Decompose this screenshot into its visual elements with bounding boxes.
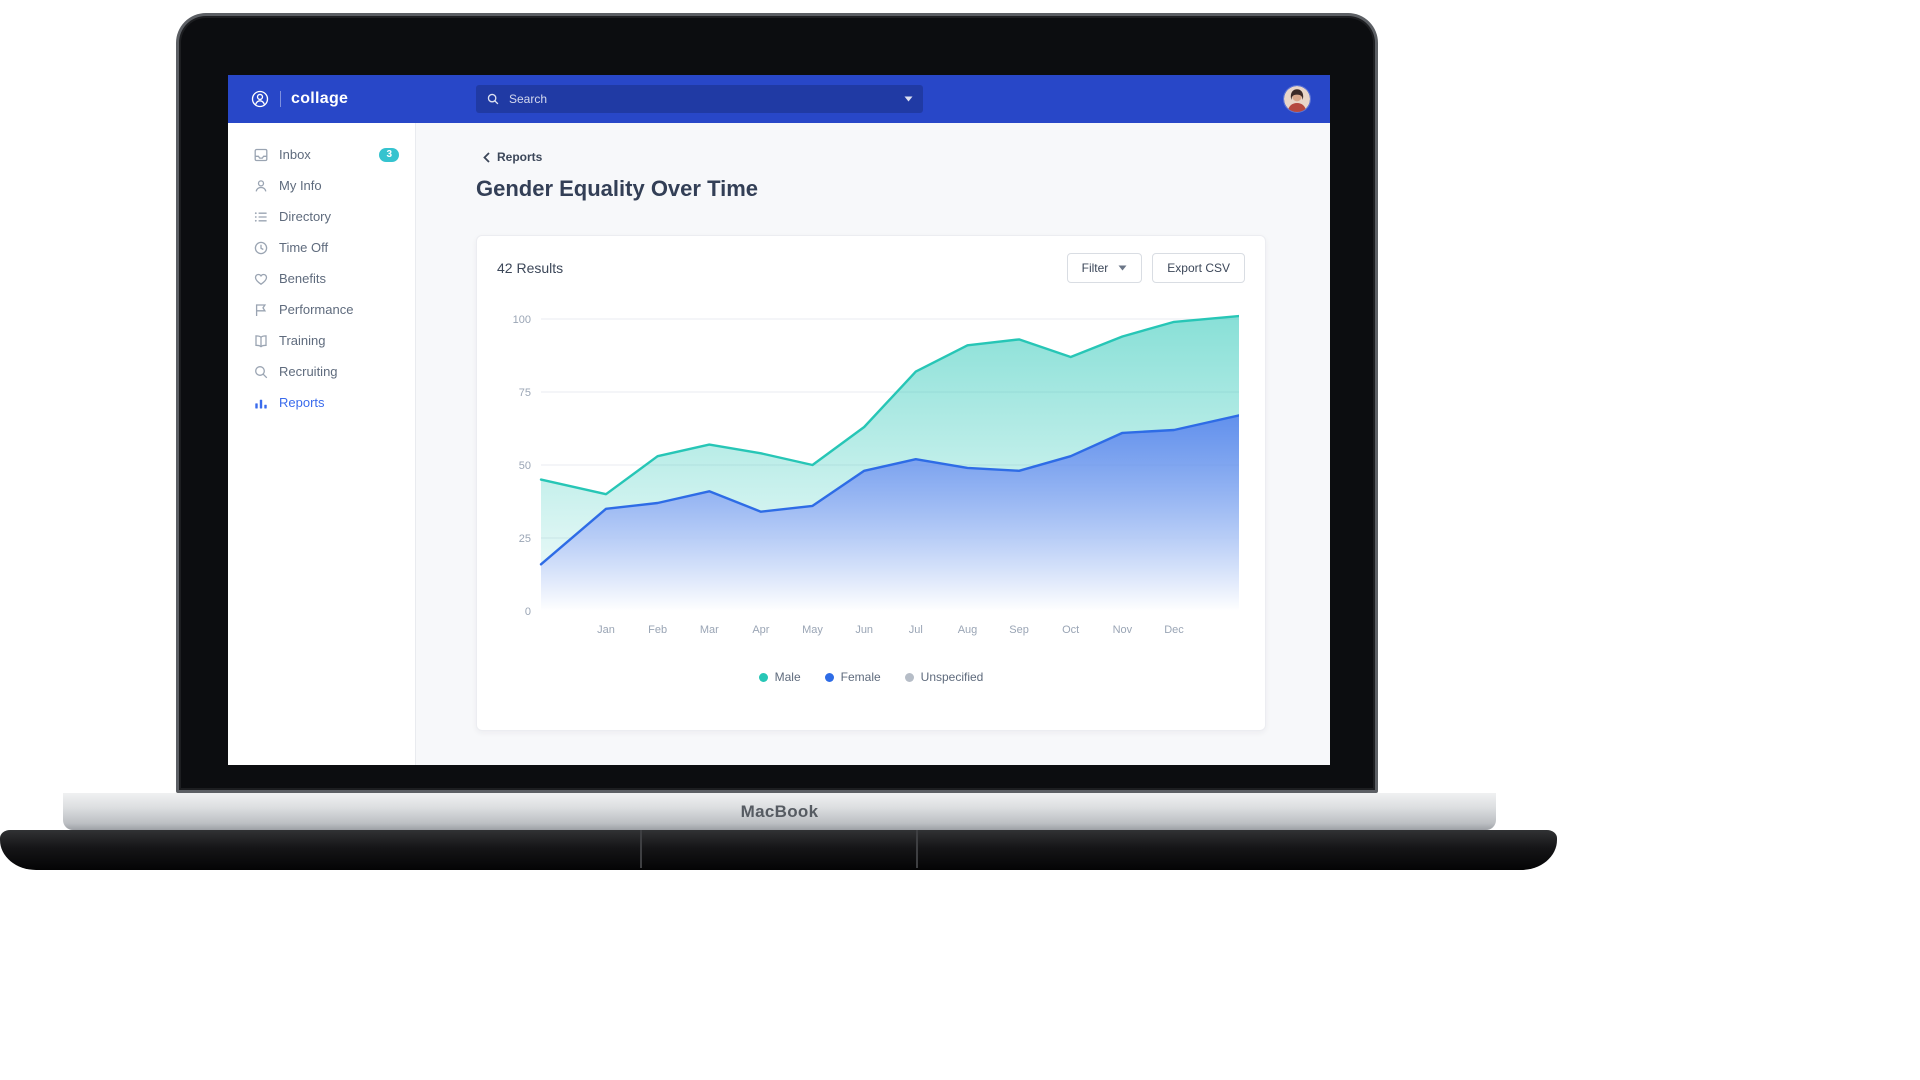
legend-dot-icon bbox=[904, 672, 914, 682]
y-tick-label: 100 bbox=[513, 314, 531, 326]
laptop-seam-left bbox=[640, 830, 642, 868]
y-tick-label: 50 bbox=[519, 460, 531, 472]
y-tick-label: 0 bbox=[525, 606, 531, 618]
x-tick-label: Jul bbox=[909, 624, 923, 636]
brand[interactable]: collage bbox=[228, 89, 348, 109]
filter-button[interactable]: Filter bbox=[1066, 253, 1143, 283]
sidebar-item-label: Recruiting bbox=[279, 364, 338, 379]
legend-dot-icon bbox=[758, 672, 768, 682]
heart-icon bbox=[253, 271, 269, 287]
search-dropdown-caret-icon[interactable] bbox=[904, 96, 913, 102]
export-csv-button-label: Export CSV bbox=[1167, 261, 1230, 275]
sidebar: Inbox 3 My Info Directory Time Off Benefits Pe… bbox=[228, 123, 416, 765]
sidebar-item-label: My Info bbox=[279, 178, 322, 193]
chart-icon bbox=[253, 395, 269, 411]
sidebar-item-label: Directory bbox=[279, 209, 332, 224]
sidebar-item-time-off[interactable]: Time Off bbox=[228, 232, 415, 263]
sidebar-item-label: Inbox bbox=[279, 147, 311, 162]
inbox-count-badge: 3 bbox=[379, 147, 399, 162]
card-actions: Filter Export CSV bbox=[1066, 253, 1245, 283]
laptop-underside bbox=[0, 830, 1557, 870]
legend-label: Female bbox=[840, 670, 881, 684]
flag-icon bbox=[253, 302, 269, 318]
report-card: 42 Results Filter Export CSV 0 25 50 75 100 J… bbox=[476, 235, 1266, 731]
app-screen: collage Search Inbox 3 My Info Directory Ti bbox=[228, 75, 1330, 765]
x-tick-label: Apr bbox=[752, 624, 769, 636]
breadcrumb-back-reports[interactable]: Reports bbox=[483, 150, 542, 164]
list-icon bbox=[253, 209, 269, 225]
y-tick-label: 25 bbox=[519, 533, 531, 545]
chart-svg: 0 25 50 75 100 Jan Feb Mar Apr May Jun Jul Aug Sep Oct… bbox=[513, 314, 1241, 636]
sidebar-item-label: Time Off bbox=[279, 240, 329, 255]
female-area bbox=[541, 415, 1239, 611]
y-tick-label: 75 bbox=[519, 387, 531, 399]
sidebar-item-performance[interactable]: Performance bbox=[228, 294, 415, 325]
laptop-base: MacBook bbox=[63, 793, 1496, 830]
sidebar-item-recruiting[interactable]: Recruiting bbox=[228, 356, 415, 387]
sidebar-item-directory[interactable]: Directory bbox=[228, 201, 415, 232]
card-header: 42 Results Filter Export CSV bbox=[477, 236, 1265, 300]
sidebar-item-label: Training bbox=[279, 333, 326, 348]
x-tick-label: Nov bbox=[1113, 624, 1133, 636]
breadcrumb-label: Reports bbox=[497, 150, 543, 164]
user-icon bbox=[253, 178, 269, 194]
book-icon bbox=[253, 333, 269, 349]
legend-dot-icon bbox=[824, 672, 834, 682]
x-tick-label: Oct bbox=[1062, 624, 1079, 636]
search-icon bbox=[253, 364, 269, 380]
x-tick-label: Jan bbox=[597, 624, 615, 636]
device-label: MacBook bbox=[740, 801, 819, 821]
x-tick-label: Sep bbox=[1009, 624, 1029, 636]
female-line bbox=[539, 414, 1241, 566]
x-tick-label: May bbox=[802, 624, 823, 636]
sidebar-item-reports[interactable]: Reports bbox=[228, 387, 415, 418]
export-csv-button[interactable]: Export CSV bbox=[1152, 253, 1245, 283]
legend-item-male: Male bbox=[758, 670, 801, 684]
sidebar-item-label: Benefits bbox=[279, 271, 326, 286]
clock-icon bbox=[253, 240, 269, 256]
search-icon bbox=[486, 92, 500, 106]
x-tick-label: Mar bbox=[700, 624, 719, 636]
chevron-left-icon bbox=[483, 151, 490, 163]
brand-name: collage bbox=[291, 90, 349, 107]
x-tick-label: Dec bbox=[1164, 624, 1184, 636]
x-tick-label: Jun bbox=[855, 624, 873, 636]
collage-logo-icon bbox=[250, 89, 270, 109]
sidebar-item-benefits[interactable]: Benefits bbox=[228, 263, 415, 294]
filter-button-label: Filter bbox=[1081, 261, 1109, 275]
page-title: Gender Equality Over Time bbox=[476, 176, 759, 201]
chevron-down-icon bbox=[1118, 265, 1127, 271]
x-tick-label: Feb bbox=[648, 624, 667, 636]
inbox-icon bbox=[253, 147, 269, 163]
user-avatar[interactable] bbox=[1284, 86, 1310, 112]
brand-divider bbox=[280, 91, 281, 107]
results-count: 42 Results bbox=[497, 260, 564, 276]
sidebar-item-my-info[interactable]: My Info bbox=[228, 170, 415, 201]
sidebar-item-inbox[interactable]: Inbox 3 bbox=[228, 139, 415, 170]
male-line bbox=[539, 314, 1241, 496]
laptop-seam-right bbox=[916, 830, 918, 868]
male-area bbox=[541, 316, 1239, 565]
app-header: collage Search bbox=[228, 75, 1330, 123]
main-content: Reports Gender Equality Over Time 42 Res… bbox=[416, 123, 1330, 765]
sidebar-nav: Inbox 3 My Info Directory Time Off Benefits Pe… bbox=[228, 139, 415, 418]
gender-equality-chart: 0 25 50 75 100 Jan Feb Mar Apr May Jun Jul Aug Sep Oct… bbox=[479, 307, 1241, 647]
legend-item-female: Female bbox=[824, 670, 881, 684]
legend-item-unspecified: Unspecified bbox=[904, 670, 984, 684]
legend-label: Unspecified bbox=[920, 670, 984, 684]
legend-label: Male bbox=[774, 670, 801, 684]
sidebar-item-label: Performance bbox=[279, 302, 354, 317]
search-input[interactable]: Search bbox=[476, 85, 923, 113]
chart-legend: Male Female Unspecified bbox=[477, 670, 1265, 684]
x-tick-label: Aug bbox=[958, 624, 978, 636]
sidebar-item-label: Reports bbox=[279, 395, 325, 410]
search-placeholder: Search bbox=[509, 92, 548, 106]
sidebar-item-training[interactable]: Training bbox=[228, 325, 415, 356]
